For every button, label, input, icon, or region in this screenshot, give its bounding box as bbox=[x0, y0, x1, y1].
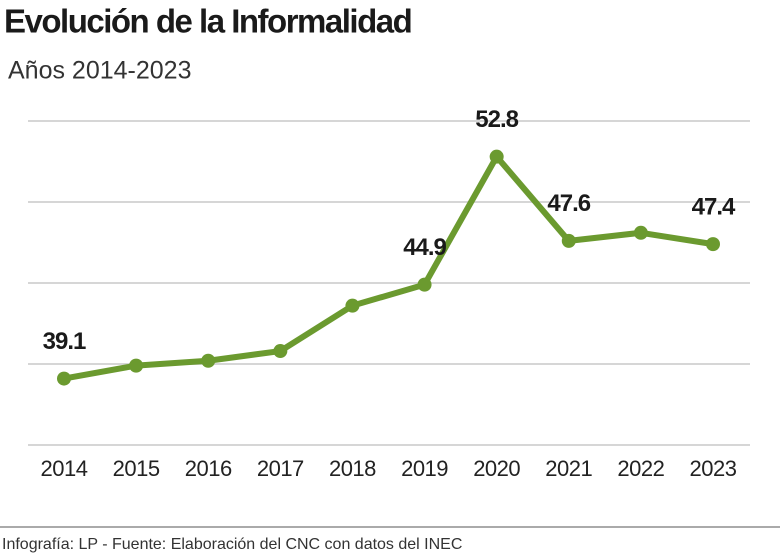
source-note: Infografía: LP - Fuente: Elaboración del… bbox=[2, 536, 462, 553]
value-label: 52.8 bbox=[475, 106, 518, 133]
point bbox=[201, 353, 216, 368]
value-label: 47.4 bbox=[692, 193, 736, 220]
point bbox=[706, 237, 720, 252]
chart-title: Evolución de la Informalidad bbox=[4, 3, 411, 40]
chart-subtitle: Años 2014-2023 bbox=[8, 57, 191, 85]
point bbox=[561, 233, 576, 248]
x-tick-label: 2023 bbox=[690, 456, 737, 481]
point bbox=[489, 149, 504, 164]
point bbox=[345, 298, 360, 313]
point bbox=[633, 225, 648, 240]
value-label: 47.6 bbox=[547, 190, 590, 217]
point bbox=[57, 371, 71, 386]
x-tick-label: 2015 bbox=[113, 456, 160, 481]
point bbox=[273, 344, 288, 359]
value-label: 44.9 bbox=[403, 234, 446, 261]
x-tick-label: 2014 bbox=[41, 456, 88, 481]
x-tick-label: 2016 bbox=[185, 456, 232, 481]
value-label: 39.1 bbox=[43, 328, 86, 355]
x-tick-label: 2020 bbox=[473, 456, 520, 481]
x-tick-label: 2019 bbox=[401, 456, 448, 481]
point bbox=[417, 277, 432, 292]
point bbox=[129, 358, 144, 373]
series-line bbox=[63, 153, 714, 382]
x-tick-label: 2018 bbox=[329, 456, 376, 481]
x-tick-label: 2017 bbox=[257, 456, 304, 481]
x-tick-label: 2021 bbox=[545, 456, 592, 481]
x-tick-label: 2022 bbox=[617, 456, 664, 481]
